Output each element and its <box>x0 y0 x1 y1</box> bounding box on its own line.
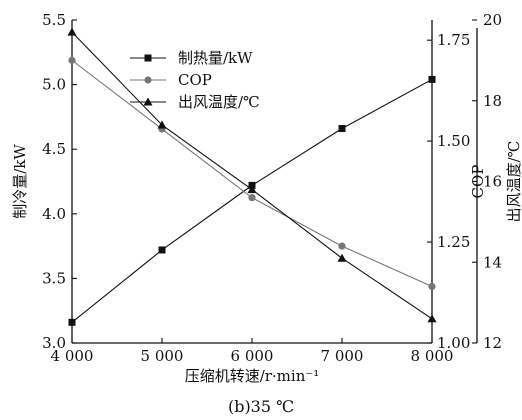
chart-caption: (b)35 ℃ <box>228 397 294 416</box>
series-line-outlet-temp <box>71 31 433 320</box>
data-point-cop <box>338 242 346 250</box>
temp-y-axis-title: 出风温度/℃ <box>505 141 522 223</box>
legend-marker-outlet-temp <box>143 97 153 106</box>
left-y-axis-title: 制冷量/kW <box>11 144 29 219</box>
x-tick-label: 5 000 <box>141 347 184 365</box>
cop-y-tick-label: 1.50 <box>437 132 470 150</box>
legend-marker-cop <box>144 76 152 84</box>
data-point-outlet-temp <box>337 253 347 262</box>
cop-y-tick-label: 1.00 <box>437 334 470 352</box>
legend: 制热量/kW COP 出风温度/℃ <box>130 49 260 111</box>
cop-y-tick-label: 1.25 <box>437 233 470 251</box>
legend-label-heating-capacity: 制热量/kW <box>178 49 253 67</box>
x-tick-label: 6 000 <box>231 347 274 365</box>
x-axis-title: 压缩机转速/r·min⁻¹ <box>185 367 320 385</box>
x-tick-label: 8 000 <box>411 347 454 365</box>
data-point-outlet-temp <box>247 185 257 194</box>
data-point-heating-capacity <box>68 318 76 326</box>
data-point-cop <box>68 56 76 64</box>
data-point-cop <box>428 282 436 291</box>
data-point-heating-capacity <box>158 246 166 254</box>
series-layer <box>67 27 437 326</box>
axes-layer: 4 000 5 000 6 000 7 000 8 000 3.0 3.5 4.0 4.5 5.0… <box>11 11 522 385</box>
legend-marker-heating-capacity <box>144 54 152 62</box>
data-point-outlet-temp <box>157 120 167 129</box>
data-point-outlet-temp <box>67 27 77 36</box>
x-tick-label: 4 000 <box>51 347 94 365</box>
temp-y-tick-label: 12 <box>483 334 502 352</box>
legend-label-outlet-temp: 出风温度/℃ <box>178 93 260 111</box>
cop-y-tick-label: 1.75 <box>437 31 470 49</box>
data-point-outlet-temp <box>427 314 437 323</box>
temp-y-tick-label: 14 <box>483 253 502 271</box>
left-y-tick-label: 5.0 <box>42 76 66 94</box>
left-y-tick-label: 5.5 <box>42 11 66 29</box>
legend-label-cop: COP <box>178 71 212 89</box>
x-tick-label: 7 000 <box>321 347 364 365</box>
left-y-tick-label: 3.0 <box>42 334 66 352</box>
temp-y-tick-label: 20 <box>483 11 502 29</box>
temp-y-tick-label: 16 <box>483 173 502 191</box>
data-point-heating-capacity <box>428 75 436 83</box>
data-point-cop <box>248 194 256 202</box>
left-y-tick-label: 4.5 <box>42 140 66 158</box>
left-y-tick-label: 4.0 <box>42 205 66 223</box>
temp-y-tick-label: 18 <box>483 92 502 110</box>
left-y-tick-label: 3.5 <box>42 269 66 287</box>
data-point-heating-capacity <box>338 125 346 133</box>
cop-y-axis-title: COP <box>469 165 487 199</box>
